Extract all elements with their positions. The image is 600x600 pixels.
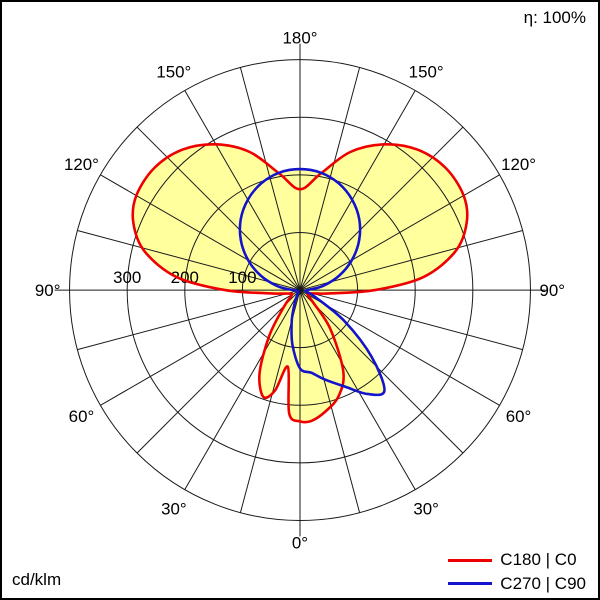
legend-entry-c270-c90: C270 | C90 (448, 574, 586, 594)
grid-spoke-210 (184, 90, 301, 291)
legend-line-c270-c90 (448, 582, 493, 586)
grid-spoke-15 (299, 289, 361, 513)
angle-label-right-120: 120° (501, 155, 536, 174)
grid-spoke-330 (184, 289, 301, 490)
grid-spoke-240 (100, 174, 301, 291)
curve-c270-c90 (238, 167, 386, 397)
angle-label-left-60: 60° (69, 407, 95, 426)
efficiency-label: η: 100% (523, 8, 586, 27)
polar-grid (54, 43, 546, 537)
angle-label-right-180: 180° (283, 29, 318, 48)
grid-spoke-150 (299, 90, 416, 291)
grid-spoke-300 (100, 289, 301, 406)
curve-c180-c0 (131, 143, 469, 424)
angle-label-left-150: 150° (156, 62, 191, 81)
grid-spoke-225 (136, 126, 301, 291)
axis-labels: 0° 30° 30° 60° 60° 90° 90° 120° 120° 150° 150° 180°… (35, 29, 565, 553)
grid-spoke-165 (299, 67, 361, 291)
unit-label: cd/klm (12, 569, 62, 589)
grid-spoke-105 (299, 229, 523, 291)
grid-spoke-45 (299, 289, 464, 454)
grid-spoke-315 (136, 289, 301, 454)
radial-tick-label-300: 300 (113, 268, 141, 287)
angle-label-left-30: 30° (161, 500, 187, 519)
angle-label-right-0: 0° (292, 533, 308, 552)
grid-spoke-30 (299, 289, 416, 490)
legend-label-c180-c0: C180 | C0 (500, 550, 577, 570)
angle-label-right-90: 90° (540, 281, 566, 300)
angle-label-right-30: 30° (413, 500, 439, 519)
grid-spoke-120 (299, 174, 500, 291)
curves (131, 143, 469, 424)
radial-tick-label-100: 100 (228, 268, 256, 287)
legend-line-c180-c0 (448, 558, 493, 562)
angle-label-left-120: 120° (64, 155, 99, 174)
angle-label-left-90: 90° (35, 281, 61, 300)
grid-spoke-345 (239, 289, 301, 513)
grid-spoke-195 (239, 67, 301, 291)
angle-label-right-150: 150° (409, 62, 444, 81)
grid-spoke-135 (299, 126, 464, 291)
legend-label-c270-c90: C270 | C90 (500, 573, 586, 593)
angle-label-right-60: 60° (506, 407, 532, 426)
grid-spoke-75 (299, 289, 523, 351)
legend-entry-c180-c0: C180 | C0 (448, 550, 577, 570)
grid-spoke-285 (77, 289, 301, 351)
grid-spoke-255 (77, 229, 301, 291)
legend: C180 | C0 C270 | C90 (448, 550, 586, 594)
